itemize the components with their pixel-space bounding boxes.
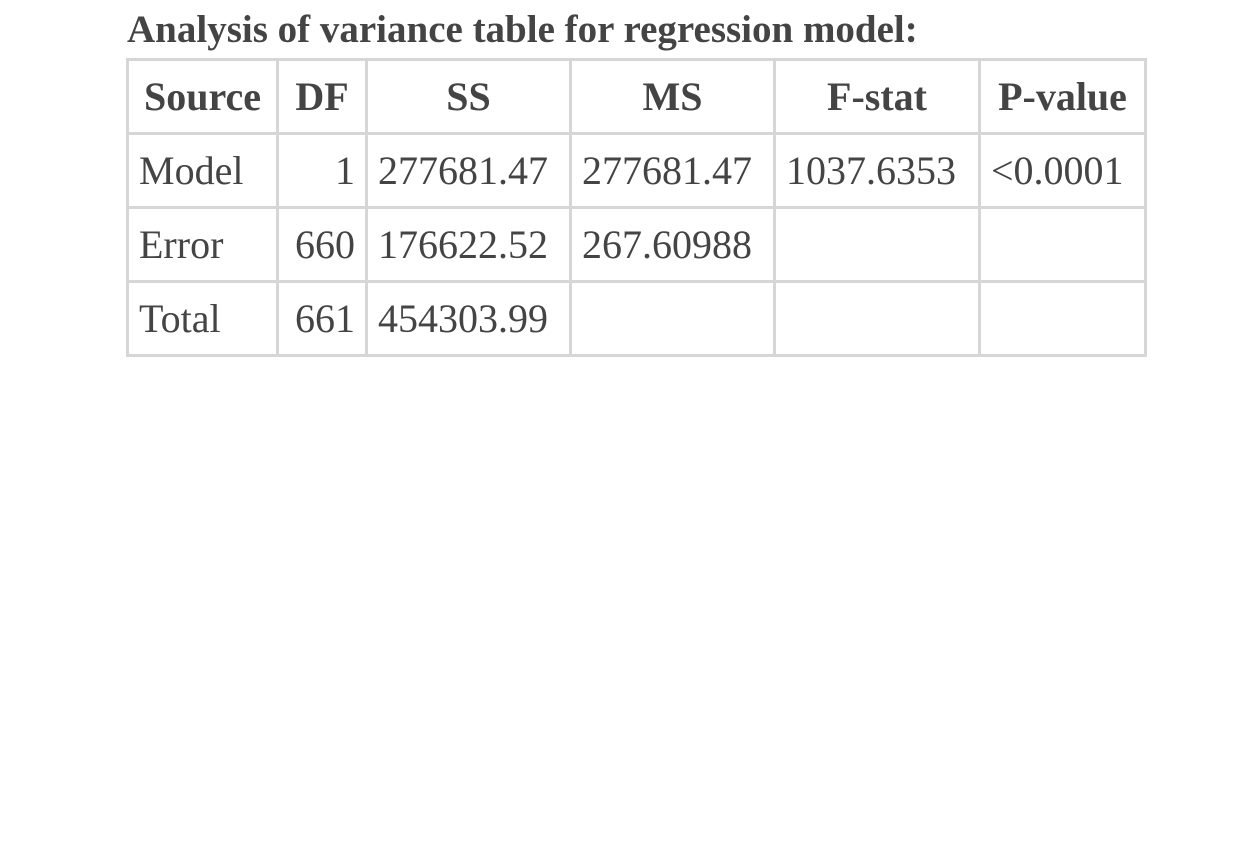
table-title: Analysis of variance table for regressio… — [127, 8, 918, 51]
table-cell: 661 — [276, 280, 368, 357]
header-cell: Source — [126, 58, 279, 135]
table-row: Error 660 176622.52 267.60988 — [126, 206, 1147, 283]
table-cell: <0.0001 — [978, 132, 1147, 209]
table-cell: 660 — [276, 206, 368, 283]
empty-cell — [773, 206, 981, 283]
table-body: Model 1 277681.47 277681.47 1037.6353 <0.0001… — [126, 132, 1147, 357]
empty-cell — [978, 280, 1147, 357]
table-cell: 1037.6353 — [773, 132, 981, 209]
anova-table: Source DF SS MS F-stat P-value Model 1 277681.4… — [126, 58, 1147, 357]
table-cell: 277681.47 — [569, 132, 776, 209]
header-cell: MS — [569, 58, 776, 135]
table-cell: 277681.47 — [365, 132, 572, 209]
header-row: Source DF SS MS F-stat P-value — [126, 58, 1147, 135]
table-cell: 176622.52 — [365, 206, 572, 283]
table-cell: 267.60988 — [569, 206, 776, 283]
table-cell: 1 — [276, 132, 368, 209]
table-head: Source DF SS MS F-stat P-value — [126, 58, 1147, 135]
header-cell: DF — [276, 58, 368, 135]
table-cell: Total — [126, 280, 279, 357]
table-row: Model 1 277681.47 277681.47 1037.6353 <0.0001 — [126, 132, 1147, 209]
empty-cell — [978, 206, 1147, 283]
table-row: Total 661 454303.99 — [126, 280, 1147, 357]
table-cell: Error — [126, 206, 279, 283]
table-cell: 454303.99 — [365, 280, 572, 357]
empty-cell — [569, 280, 776, 357]
header-cell: P-value — [978, 58, 1147, 135]
header-cell: F-stat — [773, 58, 981, 135]
header-cell: SS — [365, 58, 572, 135]
table-cell: Model — [126, 132, 279, 209]
empty-cell — [773, 280, 981, 357]
